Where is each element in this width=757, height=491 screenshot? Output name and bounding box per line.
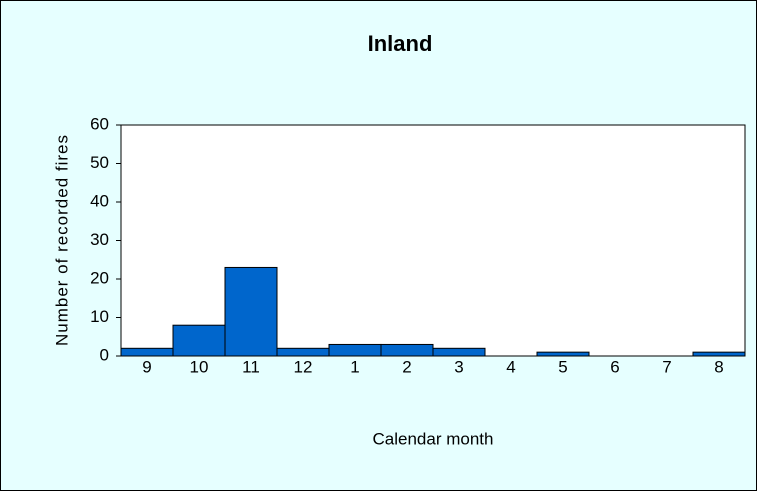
y-axis-title: Number of recorded fires — [52, 134, 71, 346]
y-tick-label: 50 — [90, 153, 109, 172]
bar — [224, 266, 278, 357]
x-tick-label: 12 — [294, 357, 313, 376]
x-axis-title: Calendar month — [373, 429, 494, 448]
x-tick-label: 5 — [558, 357, 567, 376]
bar — [172, 324, 226, 357]
plot-area — [121, 125, 745, 356]
y-tick-label: 40 — [90, 191, 109, 210]
y-tick-label: 20 — [90, 268, 109, 287]
bar — [380, 343, 434, 357]
x-tick-label: 9 — [142, 357, 151, 376]
y-tick-label: 10 — [90, 307, 109, 326]
bar — [536, 351, 590, 357]
x-tick-label: 6 — [610, 357, 619, 376]
bar — [120, 347, 174, 357]
bar — [328, 343, 382, 357]
y-tick-label: 0 — [100, 345, 109, 364]
bar — [432, 347, 486, 357]
bar — [692, 351, 746, 357]
plot-border — [120, 124, 746, 357]
y-tick-label: 60 — [90, 114, 109, 133]
x-tick-label: 10 — [190, 357, 209, 376]
x-tick-label: 11 — [242, 357, 260, 376]
x-tick-label: 8 — [714, 357, 723, 376]
x-tick-label: 1 — [350, 357, 359, 376]
bar — [276, 347, 330, 357]
x-tick-label: 7 — [662, 357, 671, 376]
y-tick-label: 30 — [90, 230, 109, 249]
x-tick-label: 3 — [454, 357, 463, 376]
chart-title: Inland — [368, 31, 433, 56]
x-tick-label: 2 — [402, 357, 411, 376]
x-tick-label: 4 — [506, 357, 515, 376]
